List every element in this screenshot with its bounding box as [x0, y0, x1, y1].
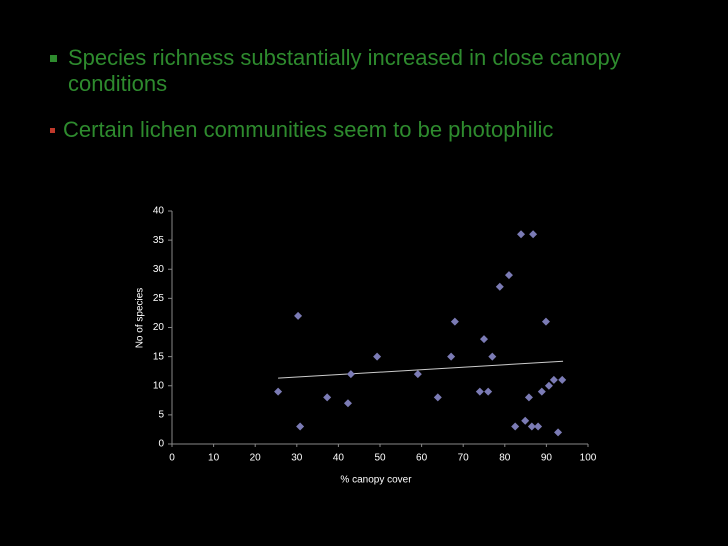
x-axis-label: % canopy cover [340, 475, 412, 486]
y-tick-label: 15 [153, 351, 165, 362]
point [433, 393, 442, 402]
y-tick-label: 10 [153, 380, 165, 391]
point [534, 422, 543, 431]
x-tick-label: 10 [208, 453, 220, 464]
x-tick-label: 50 [374, 453, 386, 464]
point [475, 387, 484, 396]
x-tick-label: 60 [416, 453, 428, 464]
bullet: Certain lichen communities seem to be ph… [50, 117, 673, 143]
y-tick-label: 20 [153, 322, 165, 333]
y-tick-label: 35 [153, 235, 165, 246]
point [373, 352, 382, 361]
y-tick-label: 25 [153, 293, 165, 304]
point [274, 387, 283, 396]
point [524, 393, 533, 402]
x-tick-label: 70 [458, 453, 470, 464]
point [450, 317, 459, 326]
point [527, 422, 536, 431]
x-tick-label: 80 [499, 453, 511, 464]
x-tick-label: 0 [169, 453, 175, 464]
y-tick-label: 5 [158, 410, 164, 421]
x-tick-label: 90 [541, 453, 553, 464]
point [413, 370, 422, 379]
point [504, 271, 513, 280]
point [554, 428, 563, 437]
bullet-text: Certain lichen communities seem to be ph… [63, 117, 554, 142]
point [537, 387, 546, 396]
point [296, 422, 305, 431]
point [495, 282, 504, 291]
y-tick-label: 0 [158, 439, 164, 450]
bullet-text: Species richness substantially increased… [68, 45, 621, 96]
point [541, 317, 550, 326]
bullet: Species richness substantially increased… [50, 45, 678, 97]
point [484, 387, 493, 396]
point [323, 393, 332, 402]
x-tick-label: 100 [580, 453, 597, 464]
y-tick-label: 40 [153, 206, 165, 217]
point [558, 375, 567, 384]
point [294, 311, 303, 320]
point [544, 381, 553, 390]
y-tick-label: 30 [153, 264, 165, 275]
point [511, 422, 520, 431]
bullet-marker [50, 128, 55, 133]
trendline [278, 360, 564, 379]
x-tick-label: 40 [333, 453, 345, 464]
x-tick-label: 20 [250, 453, 262, 464]
point [480, 335, 488, 344]
point [549, 375, 558, 384]
point [488, 352, 497, 361]
x-tick-label: 30 [291, 453, 303, 464]
point [521, 416, 530, 425]
point [517, 230, 526, 239]
point [346, 370, 355, 379]
point [447, 352, 456, 361]
point [343, 399, 352, 408]
point [529, 230, 538, 239]
bullet-marker [50, 55, 57, 62]
y-axis-label: No of species [135, 288, 146, 349]
